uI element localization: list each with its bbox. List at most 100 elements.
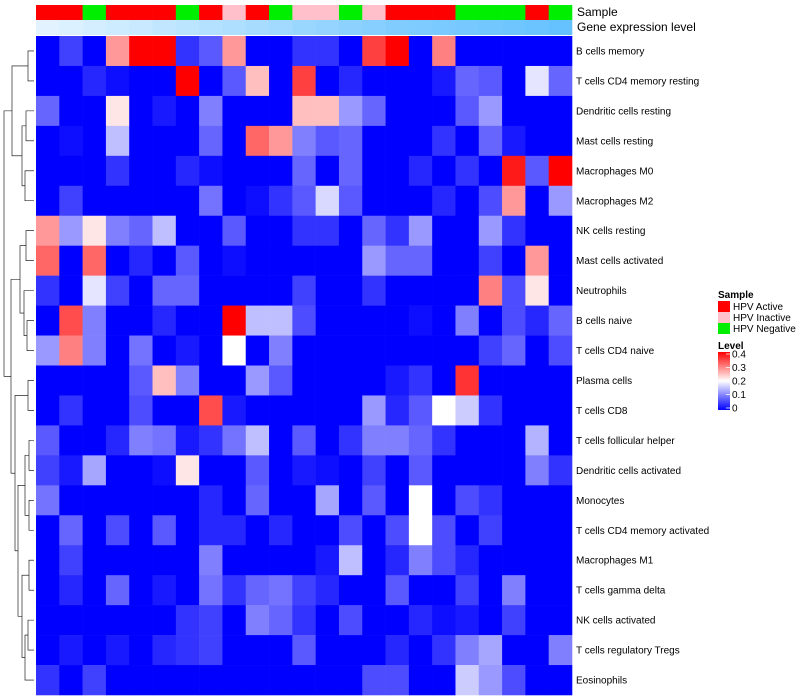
heatmap-cell	[82, 36, 107, 67]
heatmap-cell	[59, 275, 83, 306]
heatmap-cell	[338, 185, 363, 217]
heatmap-cell	[315, 305, 340, 336]
heatmap-cell	[199, 665, 223, 696]
heatmap-cell	[455, 305, 480, 336]
sample-anno-cell	[362, 5, 386, 20]
heatmap-cell	[432, 36, 456, 67]
heatmap-cell	[292, 185, 316, 217]
heatmap-cell	[502, 95, 526, 127]
heatmap-cell	[478, 65, 503, 97]
heatmap-cell	[408, 125, 433, 157]
heatmap-cell	[548, 155, 573, 187]
heatmap-cell	[385, 515, 410, 546]
gene-anno-cell	[222, 20, 247, 35]
dendrogram-branch	[28, 440, 34, 471]
dendrogram-branch	[24, 634, 34, 681]
sample-anno-cell	[245, 5, 270, 20]
heatmap-cell	[36, 65, 60, 97]
heatmap-cell	[199, 36, 223, 67]
heatmap-cell	[152, 95, 177, 127]
heatmap-cell	[105, 395, 130, 426]
heatmap-cell	[82, 515, 107, 546]
heatmap-cell	[502, 395, 526, 426]
heatmap-cell	[175, 665, 200, 696]
heatmap-cell	[315, 425, 340, 456]
heatmap-cell	[152, 245, 177, 276]
dendrogram-branch	[24, 455, 29, 516]
heatmap-cell	[315, 95, 340, 127]
heatmap-cell	[315, 65, 340, 97]
level-legend-title: Level	[718, 341, 744, 352]
heatmap-cell	[269, 575, 293, 606]
heatmap-cell	[82, 485, 107, 516]
heatmap-cell	[152, 515, 177, 546]
dendrogram-branch	[27, 619, 34, 651]
heatmap-cell	[105, 275, 130, 306]
heatmap-cell	[478, 95, 503, 127]
heatmap-cell	[222, 95, 247, 127]
heatmap-cell	[548, 125, 573, 157]
heatmap-cell	[432, 545, 456, 576]
heatmap-cell	[548, 275, 573, 306]
heatmap-cell	[292, 215, 316, 246]
heatmap-cell	[36, 335, 60, 366]
heatmap-cell	[432, 185, 456, 217]
heatmap-cell	[222, 155, 247, 187]
heatmap-cell	[152, 275, 177, 306]
sample-anno-cell	[315, 5, 340, 20]
heatmap-cell	[59, 515, 83, 546]
heatmap-cell	[455, 575, 480, 606]
heatmap-cell	[525, 125, 549, 157]
heatmap-cell	[502, 65, 526, 97]
heatmap-cell	[525, 155, 549, 187]
heatmap-cell	[245, 515, 270, 546]
heatmap-cell	[129, 125, 153, 157]
heatmap-cell	[152, 485, 177, 516]
heatmap-cells	[36, 36, 573, 696]
heatmap-cell	[478, 155, 503, 187]
heatmap-cell	[502, 335, 526, 366]
gene-anno-cell	[455, 20, 480, 35]
heatmap-cell	[478, 485, 503, 516]
heatmap-cell	[105, 155, 130, 187]
gene-anno-cell	[525, 20, 549, 35]
heatmap-cell	[548, 185, 573, 217]
heatmap-cell	[82, 575, 107, 606]
heatmap-cell	[129, 275, 153, 306]
heatmap-cell	[548, 245, 573, 276]
heatmap-cell	[152, 65, 177, 97]
heatmap-cell	[222, 515, 247, 546]
heatmap-cell	[385, 65, 410, 97]
heatmap-cell	[82, 635, 107, 666]
dendrogram-branch	[19, 245, 26, 314]
heatmap-cell	[129, 185, 153, 217]
heatmap-cell	[408, 395, 433, 426]
heatmap-cell	[82, 275, 107, 306]
sample-annotation-label: Sample	[577, 5, 618, 19]
heatmap-cell	[362, 36, 386, 67]
heatmap-cell	[222, 485, 247, 516]
heatmap-cell	[315, 365, 340, 396]
row-label: Macrophages M2	[576, 196, 654, 207]
heatmap-cell	[105, 215, 130, 246]
heatmap-cell	[362, 215, 386, 246]
heatmap-cell	[269, 635, 293, 666]
heatmap-cell	[408, 365, 433, 396]
heatmap-cell	[105, 515, 130, 546]
heatmap-cell	[105, 665, 130, 696]
heatmap-cell	[432, 65, 456, 97]
dendrogram-branch	[11, 65, 28, 157]
heatmap-cell	[315, 275, 340, 306]
row-label: Dendritic cells activated	[576, 466, 681, 477]
heatmap-cell	[315, 215, 340, 246]
heatmap-cell	[432, 485, 456, 516]
heatmap-cell	[338, 365, 363, 396]
row-label: Dendritic cells resting	[576, 106, 671, 117]
heatmap-cell	[245, 545, 270, 576]
heatmap-cell	[432, 305, 456, 336]
heatmap-cell	[338, 455, 363, 486]
heatmap-cell	[478, 125, 503, 157]
heatmap-cell	[36, 425, 60, 456]
heatmap-cell	[525, 425, 549, 456]
